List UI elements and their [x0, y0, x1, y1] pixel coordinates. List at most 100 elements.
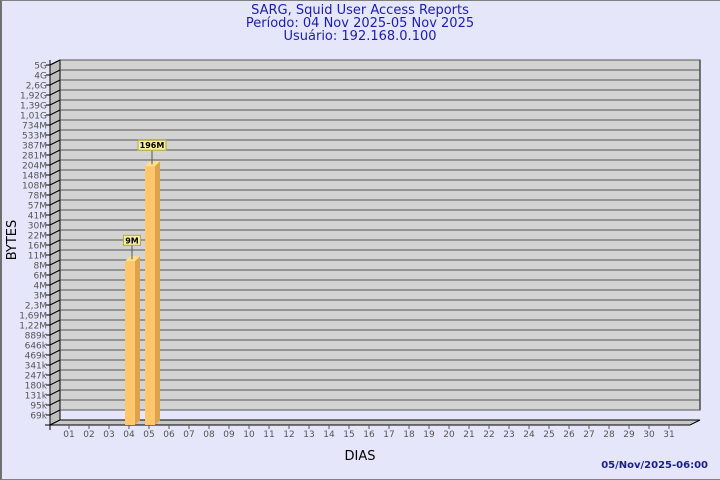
- y-tick-label: 646k: [25, 342, 48, 352]
- y-tick-depth: [49, 149, 61, 156]
- y-tick-depth: [49, 309, 61, 316]
- y-tick-label: 533M: [22, 132, 47, 142]
- y-tick-label: 4M: [34, 282, 48, 292]
- y-tick-depth: [49, 219, 61, 226]
- x-tick-label: 30: [643, 430, 655, 440]
- x-tick-label: 14: [323, 430, 335, 440]
- x-tick-label: 05: [143, 430, 154, 440]
- y-tick-depth: [49, 239, 61, 246]
- y-tick-label: 889k: [25, 332, 48, 342]
- data-label: 196M: [140, 141, 165, 150]
- y-tick-label: 108M: [22, 182, 47, 192]
- x-tick-label: 11: [263, 430, 274, 440]
- x-axis-label: DIAS: [345, 449, 376, 464]
- y-tick-label: 57M: [28, 202, 47, 212]
- y-tick-label: 2,3M: [25, 302, 47, 312]
- y-tick-label: 30M: [28, 222, 47, 232]
- y-tick-label: 148M: [22, 172, 47, 182]
- data-label-box: [137, 139, 167, 151]
- y-tick-depth: [49, 99, 61, 106]
- y-tick-label: 204M: [22, 162, 47, 172]
- x-tick-label: 18: [403, 430, 415, 440]
- x-tick-label: 07: [183, 430, 194, 440]
- y-tick-label: 247k: [25, 372, 48, 382]
- y-tick-label: 1,39G: [20, 102, 47, 112]
- y-tick-label: 41M: [28, 212, 47, 222]
- data-label: 9M: [125, 236, 139, 245]
- x-tick-label: 12: [283, 430, 294, 440]
- y-tick-label: 387M: [22, 142, 47, 152]
- y-axis-label: BYTES: [5, 220, 20, 261]
- y-tick-depth: [49, 59, 61, 66]
- y-tick-depth: [49, 189, 61, 196]
- y-tick-label: 1,22M: [19, 322, 47, 332]
- y-tick-depth: [49, 409, 61, 416]
- y-tick-label: 180k: [25, 382, 48, 392]
- y-tick-depth: [49, 289, 61, 296]
- y-tick-depth: [49, 249, 61, 256]
- y-tick-depth: [49, 299, 61, 306]
- bar-front: [125, 261, 135, 425]
- x-tick-label: 04: [123, 430, 135, 440]
- plot-back-wall: [59, 59, 701, 411]
- x-tick-label: 02: [83, 430, 94, 440]
- y-tick-depth: [49, 279, 61, 286]
- x-tick-label: 28: [603, 430, 615, 440]
- x-tick-label: 01: [63, 430, 74, 440]
- bar-side: [155, 161, 160, 425]
- x-tick-label: 25: [543, 430, 554, 440]
- bar-05: 196M: [137, 139, 167, 425]
- y-tick-label: 8M: [34, 262, 48, 272]
- bar-04: 9M: [123, 234, 141, 425]
- y-tick-label: 734M: [22, 122, 47, 132]
- y-tick-label: 1,69M: [19, 312, 47, 322]
- y-tick-label: 341k: [25, 362, 48, 372]
- y-tick-label: 6M: [34, 272, 48, 282]
- y-tick-depth: [49, 369, 61, 376]
- y-tick-depth: [49, 389, 61, 396]
- y-tick-depth: [49, 79, 61, 86]
- x-tick-label: 22: [483, 430, 494, 440]
- y-tick-label: 78M: [28, 192, 47, 202]
- y-tick-label: 131k: [25, 392, 48, 402]
- y-tick-depth: [49, 349, 61, 356]
- x-tick-label: 16: [363, 430, 375, 440]
- x-tick-label: 17: [383, 430, 394, 440]
- bar-side: [135, 256, 140, 425]
- y-tick-depth: [49, 339, 61, 346]
- x-tick-label: 06: [163, 430, 175, 440]
- y-tick-label: 1,01G: [20, 112, 47, 122]
- y-tick-depth: [49, 319, 61, 326]
- y-tick-depth: [49, 179, 61, 186]
- bar-front: [145, 166, 155, 425]
- x-tick-label: 08: [203, 430, 215, 440]
- y-tick-label: 5G: [34, 62, 47, 72]
- report-user: Usuário: 192.168.0.100: [283, 29, 437, 44]
- y-tick-depth: [49, 119, 61, 126]
- y-tick-depth: [49, 379, 61, 386]
- x-tick-label: 19: [423, 430, 435, 440]
- x-tick-label: 26: [563, 430, 575, 440]
- y-tick-label: 69k: [30, 412, 47, 422]
- y-tick-label: 2,6G: [26, 82, 47, 92]
- y-tick-depth: [49, 169, 61, 176]
- y-tick-depth: [49, 109, 61, 116]
- y-tick-label: 281M: [22, 152, 47, 162]
- y-tick-label: 95k: [30, 402, 47, 412]
- generated-timestamp: 05/Nov/2025-06:00: [601, 460, 708, 471]
- y-tick-depth: [49, 139, 61, 146]
- report-title: SARG, Squid User Access Reports: [251, 3, 469, 18]
- y-tick-depth: [49, 159, 61, 166]
- x-tick-label: 09: [223, 430, 235, 440]
- y-tick-label: 469k: [25, 352, 48, 362]
- y-tick-label: 3M: [34, 292, 48, 302]
- y-tick-depth: [49, 199, 61, 206]
- data-label-box: [123, 234, 141, 246]
- y-tick-label: 16M: [28, 242, 47, 252]
- y-tick-depth: [49, 329, 61, 336]
- y-tick-depth: [49, 129, 61, 136]
- report-period: Período: 04 Nov 2025-05 Nov 2025: [245, 16, 475, 31]
- x-tick-label: 31: [663, 430, 674, 440]
- x-tick-label: 10: [243, 430, 255, 440]
